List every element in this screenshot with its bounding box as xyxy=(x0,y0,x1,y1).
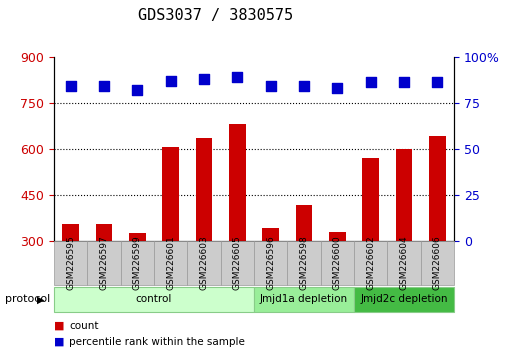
Text: GSM226602: GSM226602 xyxy=(366,235,375,290)
Text: Jmjd2c depletion: Jmjd2c depletion xyxy=(360,295,448,304)
Point xyxy=(266,83,274,89)
Bar xyxy=(62,224,79,241)
Text: GSM226595: GSM226595 xyxy=(66,235,75,290)
Point xyxy=(66,83,74,89)
Point xyxy=(300,83,308,89)
Text: GSM226600: GSM226600 xyxy=(333,235,342,290)
Point xyxy=(133,87,141,93)
Text: Jmjd1a depletion: Jmjd1a depletion xyxy=(260,295,348,304)
Text: GDS3037 / 3830575: GDS3037 / 3830575 xyxy=(138,8,293,23)
Text: GSM226599: GSM226599 xyxy=(133,235,142,290)
Bar xyxy=(396,149,412,241)
Bar xyxy=(295,205,312,241)
Text: GSM226604: GSM226604 xyxy=(400,235,408,290)
Bar xyxy=(229,124,246,241)
Text: GSM226598: GSM226598 xyxy=(300,235,308,290)
Bar xyxy=(262,228,279,241)
Point xyxy=(233,74,241,80)
Bar xyxy=(362,158,379,241)
Text: ▶: ▶ xyxy=(37,295,45,304)
Text: GSM226605: GSM226605 xyxy=(233,235,242,290)
Text: GSM226601: GSM226601 xyxy=(166,235,175,290)
Point xyxy=(200,76,208,81)
Point xyxy=(333,85,341,91)
Bar xyxy=(195,138,212,241)
Text: protocol: protocol xyxy=(5,295,50,304)
Text: ■: ■ xyxy=(54,321,64,331)
Text: GSM226596: GSM226596 xyxy=(266,235,275,290)
Text: ■: ■ xyxy=(54,337,64,347)
Text: GSM226603: GSM226603 xyxy=(200,235,208,290)
Text: control: control xyxy=(136,295,172,304)
Point xyxy=(400,80,408,85)
Bar xyxy=(329,232,346,241)
Point xyxy=(366,80,374,85)
Point xyxy=(166,78,174,84)
Bar xyxy=(162,147,179,241)
Bar xyxy=(429,136,446,241)
Text: GSM226597: GSM226597 xyxy=(100,235,108,290)
Text: percentile rank within the sample: percentile rank within the sample xyxy=(69,337,245,347)
Point xyxy=(100,83,108,89)
Point xyxy=(433,80,441,85)
Bar xyxy=(129,233,146,241)
Text: GSM226606: GSM226606 xyxy=(433,235,442,290)
Bar xyxy=(95,224,112,241)
Text: count: count xyxy=(69,321,99,331)
